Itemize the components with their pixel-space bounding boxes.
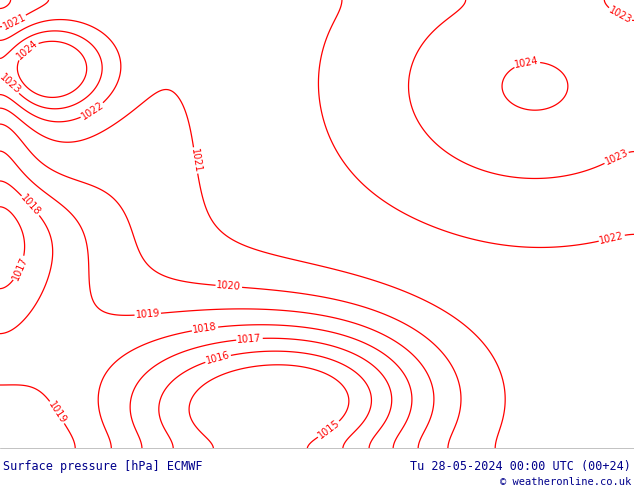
Text: 1015: 1015 [316, 418, 342, 441]
Text: 1021: 1021 [189, 147, 202, 173]
Text: 1021: 1021 [1, 12, 27, 32]
Text: 1019: 1019 [46, 399, 68, 425]
Text: 1023: 1023 [607, 5, 633, 26]
Text: 1023: 1023 [603, 148, 630, 167]
Text: © weatheronline.co.uk: © weatheronline.co.uk [500, 477, 631, 487]
Text: 1017: 1017 [10, 255, 29, 282]
Text: 1016: 1016 [205, 350, 231, 367]
Text: 1022: 1022 [79, 100, 105, 122]
Text: 1024: 1024 [514, 56, 540, 70]
Text: 1023: 1023 [0, 72, 22, 96]
Text: 1018: 1018 [19, 193, 42, 218]
Text: 1017: 1017 [237, 333, 262, 345]
Text: Tu 28-05-2024 00:00 UTC (00+24): Tu 28-05-2024 00:00 UTC (00+24) [410, 460, 631, 473]
Text: 1020: 1020 [216, 280, 242, 293]
Text: 1019: 1019 [135, 308, 160, 320]
Text: 1018: 1018 [192, 322, 218, 336]
Text: 1024: 1024 [15, 38, 39, 62]
Text: 1022: 1022 [598, 230, 625, 246]
Text: Surface pressure [hPa] ECMWF: Surface pressure [hPa] ECMWF [3, 460, 203, 473]
